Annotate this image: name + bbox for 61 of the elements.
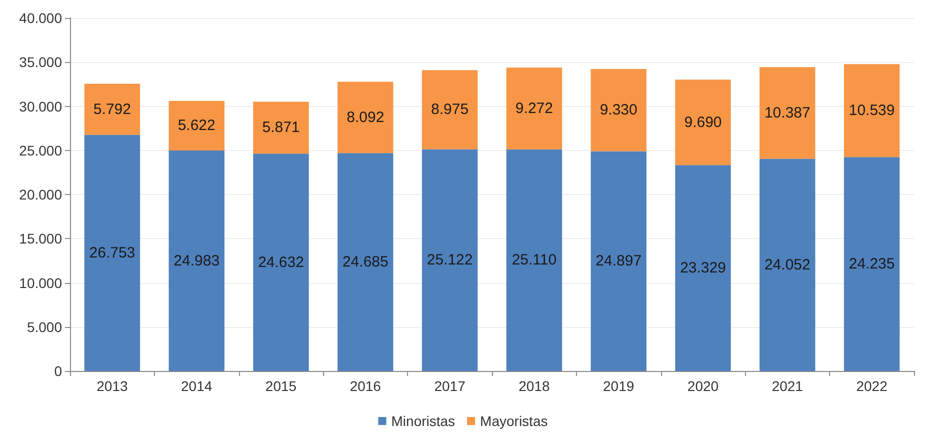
data-label: 23.329 — [680, 260, 726, 277]
bar — [844, 64, 900, 158]
y-tick-label: 10.000 — [19, 274, 62, 291]
bar — [168, 150, 224, 371]
data-label: 25.110 — [512, 252, 557, 269]
y-tick-label: 20.000 — [19, 186, 62, 202]
data-label: 9.690 — [684, 114, 722, 131]
bar — [253, 102, 309, 154]
legend-label: Minoristas — [391, 413, 456, 429]
x-tick-label: 2015 — [265, 378, 297, 394]
y-tick-label: 0 — [54, 363, 62, 379]
bar — [84, 84, 140, 135]
x-tick-label: 2016 — [350, 378, 382, 394]
data-label: 9.272 — [515, 100, 553, 117]
bar — [168, 100, 224, 151]
x-tick-label: 2013 — [96, 378, 128, 394]
data-label: 5.622 — [178, 117, 216, 134]
y-tick-label: 15.000 — [19, 230, 62, 247]
bar — [422, 149, 478, 371]
data-label: 10.539 — [848, 102, 895, 120]
data-label: 24.983 — [174, 252, 220, 270]
data-label: 24.632 — [258, 254, 304, 271]
legend-label: Mayoristas — [480, 413, 548, 429]
data-label: 26.753 — [89, 244, 136, 262]
y-tick-label: 25.000 — [19, 142, 62, 158]
x-tick-label: 2021 — [772, 378, 804, 394]
bar — [338, 82, 394, 154]
bar — [590, 151, 646, 371]
x-tick-label: 2019 — [603, 378, 634, 394]
bar — [675, 80, 731, 166]
x-tick-label: 2014 — [181, 378, 212, 394]
data-label: 24.897 — [596, 252, 642, 270]
y-tick-label: 5.000 — [26, 318, 62, 335]
x-tick-label: 2018 — [518, 378, 550, 394]
data-label: 8.092 — [346, 108, 384, 126]
bar — [338, 153, 394, 371]
y-tick-label: 40.000 — [19, 10, 62, 26]
bar — [506, 68, 562, 150]
bar — [760, 158, 816, 371]
x-tick-label: 2017 — [434, 378, 466, 394]
bar — [590, 68, 646, 152]
x-tick-label: 2020 — [687, 378, 719, 394]
data-label: 24.235 — [848, 256, 895, 273]
bar — [422, 70, 478, 150]
data-label: 9.330 — [600, 102, 638, 119]
bar — [506, 149, 562, 371]
data-label: 24.685 — [342, 254, 388, 271]
data-label: 10.387 — [764, 104, 810, 122]
y-tick-label: 35.000 — [19, 54, 62, 70]
data-label: 8.975 — [431, 101, 469, 118]
data-label: 25.122 — [426, 252, 473, 269]
data-label: 24.052 — [764, 256, 810, 274]
bar — [844, 157, 900, 371]
y-tick-label: 30.000 — [19, 98, 62, 114]
x-tick-label: 2022 — [856, 378, 888, 394]
data-label: 5.792 — [93, 100, 131, 118]
data-label: 5.871 — [262, 119, 300, 136]
bar — [253, 154, 309, 371]
bar — [675, 165, 731, 371]
bar — [760, 67, 816, 159]
bar — [84, 134, 140, 371]
